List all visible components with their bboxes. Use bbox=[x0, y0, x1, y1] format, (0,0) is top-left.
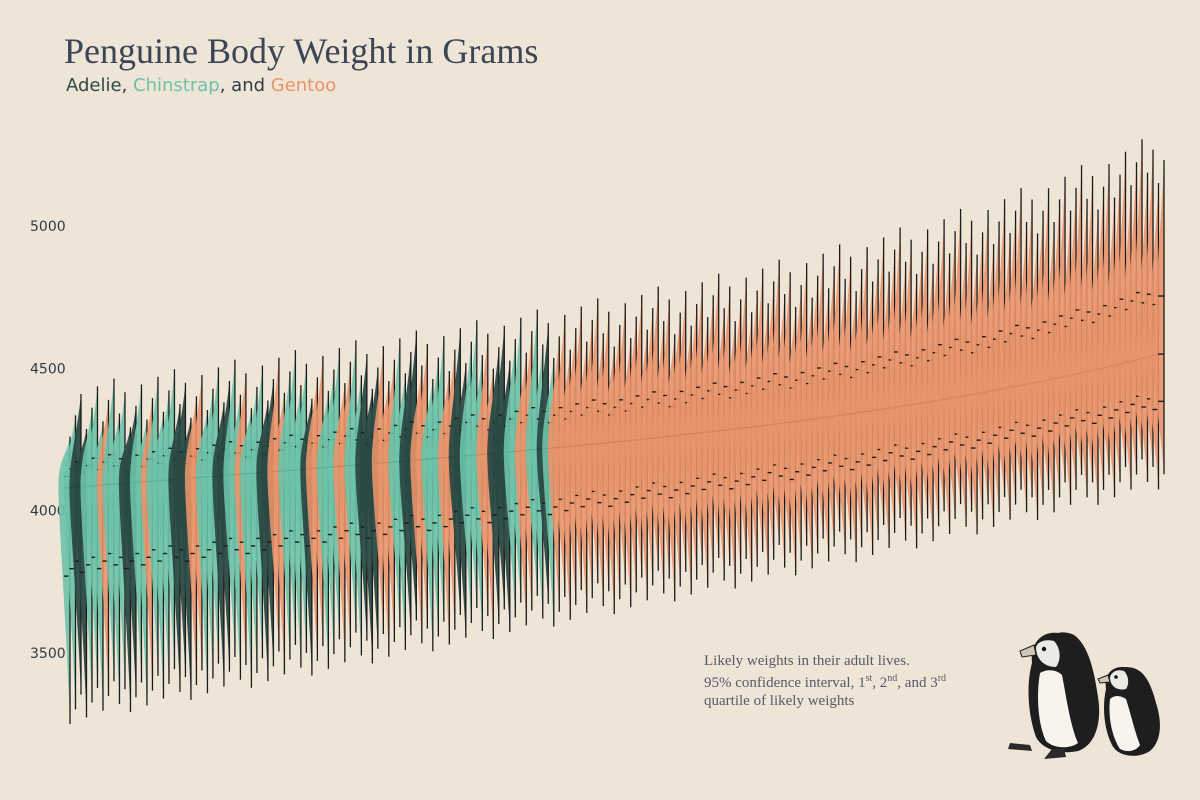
chart-annotation: Likely weights in their adult lives. 95%… bbox=[704, 652, 1004, 710]
violin-gentoo bbox=[415, 344, 428, 629]
violin-gentoo bbox=[927, 241, 939, 527]
violin-chinstrap bbox=[283, 350, 296, 645]
violin-gentoo bbox=[267, 357, 279, 652]
violin-adelie bbox=[536, 322, 549, 604]
subtitle-sep-2: , and bbox=[219, 75, 271, 96]
violin-chinstrap bbox=[388, 338, 400, 628]
violin-gentoo bbox=[668, 312, 681, 587]
violin-gentoo bbox=[476, 333, 488, 617]
annotation-sup-2: nd bbox=[887, 673, 898, 684]
violin-chinstrap bbox=[344, 340, 356, 633]
violin-gentoo bbox=[1075, 198, 1088, 498]
violin-gentoo bbox=[1004, 210, 1016, 505]
violin-chinstrap bbox=[327, 348, 340, 640]
violin-adelie bbox=[355, 353, 367, 641]
y-tick-label: 3500 bbox=[30, 646, 66, 662]
violin-gentoo bbox=[520, 331, 532, 611]
violin-gentoo bbox=[1102, 197, 1115, 498]
violin-gentoo bbox=[1146, 183, 1159, 490]
puffin-small bbox=[1097, 667, 1160, 756]
violin-chinstrap bbox=[294, 363, 307, 653]
violin-gentoo bbox=[1152, 159, 1164, 475]
violin-gentoo bbox=[1031, 210, 1044, 505]
annotation-sup-1: st bbox=[865, 673, 873, 684]
violin-gentoo bbox=[844, 291, 857, 563]
annotation-text-b: , 2 bbox=[872, 675, 888, 691]
chart-title: Penguine Body Weight in Grams bbox=[64, 31, 539, 71]
violin-gentoo bbox=[943, 231, 956, 520]
violin-gentoo bbox=[795, 263, 807, 546]
violin-adelie bbox=[404, 330, 417, 621]
violin-gentoo bbox=[751, 268, 763, 552]
violin-chinstrap bbox=[223, 359, 235, 657]
annotation-line-1: Likely weights in their adult lives. bbox=[704, 653, 910, 669]
violin-gentoo bbox=[371, 346, 384, 634]
violin-gentoo bbox=[1015, 222, 1027, 513]
annotation-line-3: quartile of likely weights bbox=[704, 693, 855, 709]
violin-gentoo bbox=[712, 308, 725, 581]
violin-gentoo bbox=[883, 249, 895, 533]
puffin-illustration bbox=[1008, 632, 1160, 759]
puffin-large bbox=[1008, 632, 1100, 759]
subtitle-gentoo: Gentoo bbox=[270, 75, 337, 96]
subtitle-sep-1: , bbox=[121, 75, 134, 96]
violin-gentoo bbox=[707, 273, 719, 558]
violin-gentoo bbox=[1058, 210, 1071, 505]
violin-gentoo bbox=[800, 297, 813, 569]
violin-gentoo bbox=[1064, 187, 1077, 490]
annotation-text-a: 95% confidence interval, 1 bbox=[704, 675, 866, 691]
violin-gentoo bbox=[1119, 185, 1132, 490]
violin-gentoo bbox=[987, 221, 1000, 513]
violin-chinstrap bbox=[432, 336, 444, 622]
violin-gentoo bbox=[1091, 186, 1104, 490]
violin-gentoo bbox=[624, 316, 637, 593]
violin-gentoo bbox=[899, 239, 912, 526]
violin-chinstrap bbox=[250, 365, 263, 659]
violin-marks bbox=[58, 139, 1165, 725]
violin-gentoo bbox=[855, 247, 868, 533]
violin-gentoo bbox=[652, 321, 664, 594]
annotation-line-2: 95% confidence interval, 1st, 2nd, and 3… bbox=[704, 670, 1004, 692]
violin-gentoo bbox=[784, 306, 796, 576]
violin-gentoo bbox=[580, 319, 593, 599]
violin-gentoo bbox=[311, 355, 323, 647]
annotation-sup-3: rd bbox=[937, 673, 947, 684]
subtitle-adelie: Adelie bbox=[66, 75, 122, 96]
y-tick-label: 4500 bbox=[30, 361, 66, 377]
violin-gentoo bbox=[756, 303, 769, 575]
violin-adelie bbox=[492, 325, 505, 610]
violin-chinstrap bbox=[206, 367, 219, 664]
chart-subtitle: Adelie, Chinstrap, and Gentoo bbox=[66, 75, 336, 96]
violin-gentoo bbox=[608, 324, 620, 600]
violin-adelie bbox=[448, 328, 461, 615]
subtitle-chinstrap: Chinstrap bbox=[133, 75, 220, 96]
y-tick-label: 5000 bbox=[30, 219, 66, 235]
violin-gentoo bbox=[1108, 174, 1121, 483]
violin-chinstrap bbox=[162, 369, 175, 670]
violin-gentoo bbox=[811, 253, 824, 539]
violin-gentoo bbox=[696, 316, 708, 588]
violin-gentoo bbox=[1135, 172, 1148, 482]
violin-gentoo bbox=[740, 312, 752, 582]
violin-gentoo bbox=[839, 256, 851, 540]
violin-gentoo bbox=[971, 232, 983, 520]
annotation-text-c: , and 3 bbox=[897, 675, 938, 691]
violin-gentoo bbox=[767, 259, 780, 545]
violin-gentoo bbox=[564, 328, 576, 605]
y-tick-label: 4000 bbox=[30, 504, 66, 520]
